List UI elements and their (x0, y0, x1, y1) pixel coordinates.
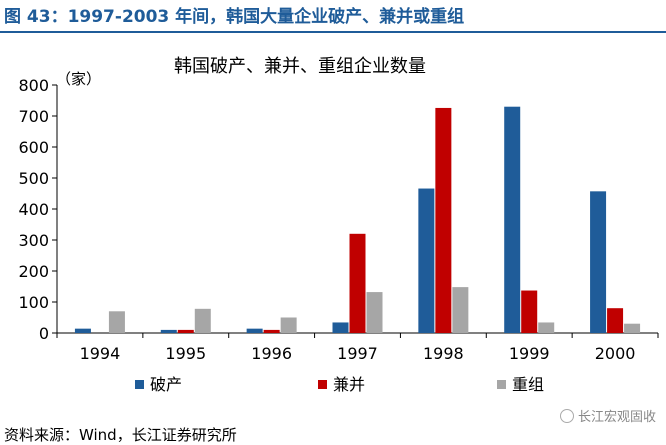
bar-重组-1996 (280, 317, 297, 333)
bar-兼并-1996 (263, 329, 280, 333)
bar-破产-1996 (246, 328, 263, 333)
x-tick-label: 1996 (251, 344, 292, 363)
y-tick-label: 100 (18, 293, 49, 312)
watermark: 长江宏观固收 (559, 406, 656, 425)
x-tick-label: 1995 (165, 344, 206, 363)
y-tick-label: 800 (18, 76, 49, 95)
y-tick-label: 600 (18, 138, 49, 157)
bar-破产-1999 (504, 106, 521, 333)
bar-破产-1997 (332, 322, 349, 333)
y-tick-label: 0 (39, 324, 49, 343)
bar-兼并-2000 (607, 308, 624, 333)
bar-重组-1997 (366, 292, 383, 333)
legend-label: 兼并 (333, 375, 365, 394)
chart-title: 韩国破产、兼并、重组企业数量 (174, 56, 426, 77)
bar-兼并-1995 (177, 329, 194, 333)
figure-title: 图 43：1997-2003 年间，韩国大量企业破产、兼并或重组 (4, 7, 465, 27)
legend-swatch (135, 380, 144, 389)
title-rule (0, 31, 666, 33)
y-tick-label: 300 (18, 231, 49, 250)
bar-破产-1995 (160, 329, 177, 333)
x-tick-label: 1994 (80, 344, 121, 363)
legend-label: 重组 (512, 375, 544, 394)
x-tick-label: 1999 (509, 344, 550, 363)
x-tick-label: 1997 (337, 344, 378, 363)
y-axis-label: （家） (56, 70, 101, 88)
y-tick-label: 500 (18, 169, 49, 188)
x-tick-label: 2000 (595, 344, 636, 363)
y-tick-label: 200 (18, 262, 49, 281)
wechat-icon (559, 408, 574, 423)
bar-重组-1998 (452, 287, 469, 333)
bar-破产-1994 (74, 328, 91, 333)
bar-破产-1998 (418, 188, 435, 333)
legend-label: 破产 (150, 375, 182, 394)
source-note: 资料来源：Wind，长江证券研究所 (4, 426, 237, 444)
bar-重组-1994 (108, 311, 125, 333)
bar-重组-2000 (624, 323, 641, 333)
bar-兼并-1997 (349, 233, 366, 333)
legend-swatch (318, 380, 327, 389)
bar-兼并-1998 (435, 107, 452, 333)
x-tick-label: 1998 (423, 344, 464, 363)
legend-swatch (497, 380, 506, 389)
bar-重组-1995 (194, 308, 211, 333)
y-tick-label: 400 (18, 200, 49, 219)
bar-重组-1999 (538, 322, 555, 333)
bar-兼并-1999 (521, 290, 538, 333)
bar-破产-2000 (590, 191, 607, 333)
watermark-text: 长江宏观固收 (577, 410, 656, 425)
bar-chart: 韩国破产、兼并、重组企业数量 （家） 0 100 200 300 400 500 600 70… (18, 56, 659, 394)
y-tick-label: 700 (18, 107, 49, 126)
